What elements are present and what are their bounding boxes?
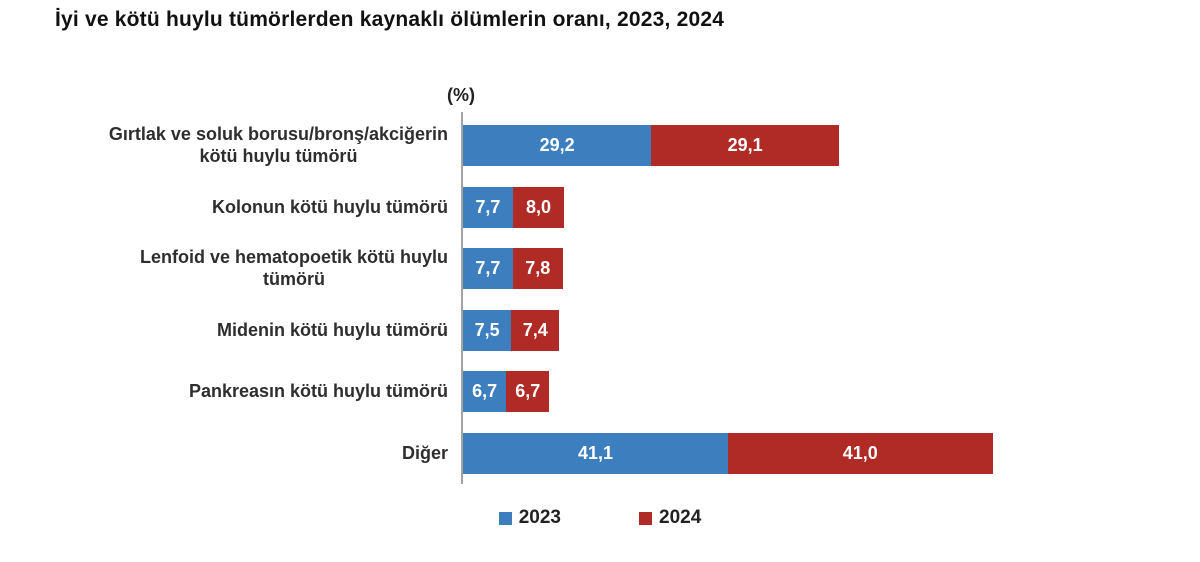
bar-segment-2023-row2: 7,7 [463, 248, 513, 289]
legend-swatch-2023-icon [498, 511, 512, 525]
category-label: Diğer [30, 433, 448, 474]
category-label: Pankreasın kötü huylu tümörü [30, 371, 448, 412]
category-label: Midenin kötü huylu tümörü [30, 310, 448, 351]
value-label: 7,4 [522, 320, 548, 340]
bar-segment-2024-row5: 41,0 [728, 433, 993, 474]
axis-unit-label: (%) [447, 85, 475, 105]
bar-segment-2024-row3: 7,4 [511, 310, 560, 351]
bar-segment-2023-row1: 7,7 [463, 187, 513, 228]
category-label-text: Diğer [401, 442, 448, 463]
bar-segment-2024-row0: 29,1 [651, 125, 840, 166]
value-label: 41,0 [842, 443, 878, 463]
category-label: Gırtlak ve soluk borusu/bronş/akciğerin … [30, 124, 448, 166]
legend-swatch-2024-icon [639, 511, 652, 525]
chart-title: İyi ve kötü huylu tümörlerden kaynaklı ö… [55, 8, 725, 31]
y-axis-line [461, 112, 463, 484]
value-label: 7,5 [474, 320, 500, 340]
legend-label-2024: 2024 [659, 507, 702, 528]
value-label: 7,7 [475, 197, 501, 217]
category-label: Kolonun kötü huylu tümörü [30, 187, 448, 228]
value-label: 6,7 [472, 381, 498, 401]
bar-segment-2023-row3: 7,5 [463, 310, 512, 351]
value-label: 7,8 [525, 258, 551, 278]
category-label: Lenfoid ve hematopoetik kötü huylu tümör… [30, 247, 448, 289]
value-label: 29,1 [727, 135, 763, 155]
value-label: 7,7 [475, 258, 501, 278]
legend-item-2024: 2024 [639, 507, 701, 529]
category-label-text: Kolonun kötü huylu tümörü [212, 196, 448, 217]
value-label: 6,7 [515, 381, 541, 401]
bar-segment-2024-row1: 8,0 [512, 187, 565, 228]
value-label: 41,1 [578, 443, 614, 463]
legend: 2023 2024 [0, 507, 1200, 529]
value-label: 29,2 [539, 135, 575, 155]
bar-segment-2024-row2: 7,8 [512, 248, 563, 289]
category-label-text: Lenfoid ve hematopoetik kötü huylu tümör… [139, 247, 448, 289]
value-label: 8,0 [525, 197, 551, 217]
category-label-text: Gırtlak ve soluk borusu/bronş/akciğerin … [108, 124, 448, 166]
legend-item-2023: 2023 [498, 507, 561, 529]
bar-segment-2024-row4: 6,7 [506, 371, 550, 412]
category-label-text: Pankreasın kötü huylu tümörü [188, 380, 448, 401]
legend-label-2023: 2023 [518, 507, 561, 528]
bar-segment-2023-row0: 29,2 [463, 125, 652, 166]
category-label-text: Midenin kötü huylu tümörü [217, 319, 448, 340]
bar-segment-2023-row4: 6,7 [463, 371, 507, 412]
bar-segment-2023-row5: 41,1 [463, 433, 729, 474]
